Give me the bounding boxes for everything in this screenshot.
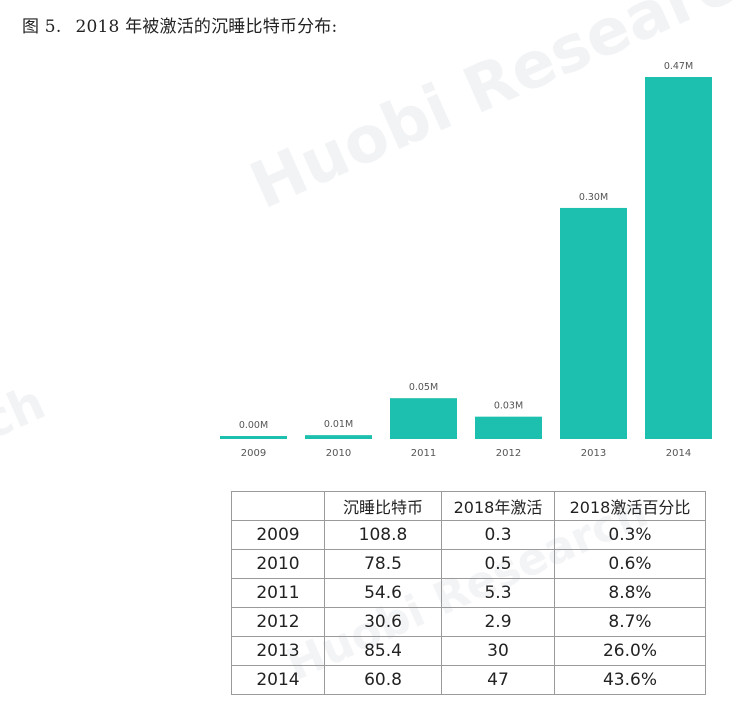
x-tick-label-2009: 2009 <box>241 448 266 459</box>
table-cell: 30.6 <box>324 607 442 637</box>
table-row: 2010 78.5 0.5 0.6% <box>231 549 706 579</box>
table-cell: 2010 <box>231 549 325 579</box>
table-cell: 8.7% <box>554 607 706 637</box>
data-label-2013: 0.30M <box>579 192 608 203</box>
x-tick-label-2011: 2011 <box>411 448 436 459</box>
table-cell: 8.8% <box>554 578 706 608</box>
table-row: 2011 54.6 5.3 8.8% <box>231 578 706 608</box>
bar-chart: 0.00M 2009 0.01M 2010 0.05M 2011 0.03M 2012 0.30… <box>220 61 712 459</box>
table-header-cell: 沉睡比特币 <box>324 491 442 521</box>
figure-title: 2018 年被激活的沉睡比特币分布: <box>75 17 338 37</box>
data-label-2010: 0.01M <box>324 419 353 430</box>
table-cell: 2009 <box>231 520 325 550</box>
x-tick-label-2012: 2012 <box>496 448 521 459</box>
figure-number: 图 5. <box>22 17 62 37</box>
table-header-cell: 2018年激活 <box>441 491 555 521</box>
table-cell: 47 <box>441 665 555 695</box>
x-tick-label-2013: 2013 <box>581 448 606 459</box>
table-cell: 2012 <box>231 607 325 637</box>
table-cell: 0.3% <box>554 520 706 550</box>
table-header-cell: 2018激活百分比 <box>554 491 706 521</box>
bar-2013 <box>560 207 627 439</box>
table-cell: 43.6% <box>554 665 706 695</box>
table-cell: 2.9 <box>441 607 555 637</box>
data-label-2011: 0.05M <box>409 382 438 393</box>
table-cell: 85.4 <box>324 636 442 666</box>
table-cell: 78.5 <box>324 549 442 579</box>
table-row: 2013 85.4 30 26.0% <box>231 636 706 666</box>
figure-caption: 图 5. 2018 年被激活的沉睡比特币分布: <box>22 12 337 37</box>
bar-2014 <box>645 77 712 439</box>
table-cell: 60.8 <box>324 665 442 695</box>
table-cell: 54.6 <box>324 578 442 608</box>
table-cell: 108.8 <box>324 520 442 550</box>
bar-2010 <box>305 435 372 439</box>
bar-2011 <box>390 398 457 439</box>
data-label-2012: 0.03M <box>494 401 523 412</box>
x-tick-label-2014: 2014 <box>666 448 691 459</box>
table-header-row: 沉睡比特币 2018年激活 2018激活百分比 <box>231 491 706 521</box>
table-row: 2014 60.8 47 43.6% <box>231 665 706 695</box>
table-cell: 26.0% <box>554 636 706 666</box>
table-cell: 0.5 <box>441 549 555 579</box>
table-row: 2012 30.6 2.9 8.7% <box>231 607 706 637</box>
table-cell: 2014 <box>231 665 325 695</box>
table-cell: 5.3 <box>441 578 555 608</box>
table-row: 2009 108.8 0.3 0.3% <box>231 520 706 550</box>
data-table: 沉睡比特币 2018年激活 2018激活百分比 2009 108.8 0.3 0… <box>231 491 706 695</box>
data-label-2009: 0.00M <box>239 420 268 431</box>
bar-2009 <box>220 436 287 439</box>
data-table-wrapper: 沉睡比特币 2018年激活 2018激活百分比 2009 108.8 0.3 0… <box>231 491 706 695</box>
table-cell: 2013 <box>231 636 325 666</box>
table-header-cell <box>231 491 325 521</box>
bar-2012 <box>475 416 542 439</box>
table-cell: 0.3 <box>441 520 555 550</box>
table-cell: 2011 <box>231 578 325 608</box>
x-tick-label-2010: 2010 <box>326 448 351 459</box>
table-cell: 30 <box>441 636 555 666</box>
table-cell: 0.6% <box>554 549 706 579</box>
data-label-2014: 0.47M <box>664 61 693 72</box>
